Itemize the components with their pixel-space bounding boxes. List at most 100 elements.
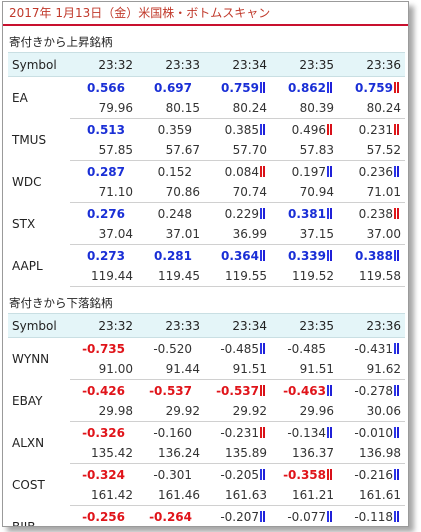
blue-bar-icon [327,511,334,522]
change-cell: 0.248 [137,203,204,225]
price-cell: 91.62 [338,359,405,380]
price-cell: 80.15 [137,98,204,119]
symbol-cell: WYNN [12,352,50,367]
column-header-time: 23:35 [271,313,338,338]
table-row-prices: 37.04 37.01 36.99 37.15 37.00 [8,224,405,245]
price-cell: 30.06 [338,401,405,422]
change-cell: 0.276 [70,203,137,225]
change-cell: 0.236 [338,161,405,183]
column-header-symbol: Symbol [8,52,70,77]
table-row: AAPL 0.273 0.281 0.364 0.339 0.388 [8,245,405,273]
change-value: 0.513 [87,123,125,137]
blue-bar-icon [327,208,334,219]
price-cell: 70.74 [204,182,271,203]
price-cell: 57.70 [204,140,271,161]
price-cell: 161.21 [271,485,338,506]
change-value: -0.358 [283,468,326,482]
price-cell: 37.01 [137,224,204,245]
change-value: -0.216 [354,468,393,482]
price-cell: 135.89 [204,443,271,464]
change-value: -0.431 [354,342,393,356]
change-cell: 0.759 [338,77,405,99]
change-cell: -0.077 [271,506,338,527]
change-cell: 0.231 [338,119,405,141]
change-value: -0.520 [153,342,192,356]
symbol-cell: WDC [12,175,42,189]
red-bar-icon [394,82,401,93]
price-cell: 119.45 [137,266,204,287]
change-value: 0.759 [355,81,393,95]
change-value: 0.862 [288,81,326,95]
blue-bar-icon [394,427,401,438]
blue-bar-icon [394,343,401,354]
change-cell: -0.134 [271,422,338,444]
price-cell: 79.96 [70,98,137,119]
change-cell: 0.513 [70,119,137,141]
change-cell: -0.485 [271,338,338,360]
change-value: -0.463 [283,384,326,398]
change-cell: 0.152 [137,161,204,183]
column-header-time: 23:32 [70,52,137,77]
price-cell: 136.24 [137,443,204,464]
red-bar-icon [394,124,401,135]
price-cell: 57.67 [137,140,204,161]
table-row: COST -0.324 -0.301 -0.205 -0.358 -0.216 [8,464,405,492]
price-cell: 37.15 [271,224,338,245]
change-value: 0.566 [87,81,125,95]
change-value: -0.264 [149,510,192,524]
blue-bar-icon [327,250,334,261]
column-header-time: 23:33 [137,52,204,77]
change-cell: 0.697 [137,77,204,99]
change-value: 0.248 [157,207,192,221]
change-cell: 0.281 [137,245,204,267]
blue-bar-icon [394,385,401,396]
change-cell: 0.229 [204,203,271,225]
change-cell: -0.256 [70,506,137,527]
change-cell: 0.287 [70,161,137,183]
change-cell: -0.207 [204,506,271,527]
price-cell: 37.00 [338,224,405,245]
change-value: 0.236 [358,165,393,179]
change-value: 0.273 [87,249,125,263]
blue-bar-icon [260,511,267,522]
change-cell: -0.358 [271,464,338,486]
blue-bar-icon [327,427,334,438]
change-value: -0.485 [287,342,326,356]
change-value: -0.537 [149,384,192,398]
column-header-symbol: Symbol [8,313,70,338]
change-value: -0.324 [82,468,125,482]
column-header-time: 23:36 [338,313,405,338]
change-value: -0.485 [220,342,259,356]
change-value: 0.339 [288,249,326,263]
price-cell: 37.04 [70,224,137,245]
change-value: 0.759 [221,81,259,95]
change-cell: -0.324 [70,464,137,486]
symbol-cell: EBAY [12,394,43,408]
price-cell: 29.92 [137,401,204,422]
change-value: 0.364 [221,249,259,263]
table-row: ALXN -0.326 -0.160 -0.231 -0.134 -0.010 [8,422,405,450]
change-cell: -0.735 [70,338,137,360]
table-row-prices: 57.85 57.67 57.70 57.83 57.52 [8,140,405,161]
red-bar-icon [260,427,267,438]
table-row-prices: 29.98 29.92 29.92 29.96 30.06 [8,401,405,422]
red-bar-icon [327,469,334,480]
price-cell: 91.44 [137,359,204,380]
change-value: 0.697 [154,81,192,95]
blue-bar-icon [260,343,267,354]
change-cell: 0.862 [271,77,338,99]
red-bar-icon [394,208,401,219]
price-cell: 57.83 [271,140,338,161]
blue-bar-icon [327,385,334,396]
price-cell: 36.99 [204,224,271,245]
blue-bar-icon [394,469,401,480]
symbol-cell: COST [12,478,45,492]
price-cell: 161.46 [137,485,204,506]
change-cell: 0.339 [271,245,338,267]
price-cell: 119.52 [271,266,338,287]
change-cell: 0.238 [338,203,405,225]
column-header-time: 23:32 [70,313,137,338]
price-cell: 161.63 [204,485,271,506]
price-cell: 136.37 [271,443,338,464]
change-cell: -0.205 [204,464,271,486]
